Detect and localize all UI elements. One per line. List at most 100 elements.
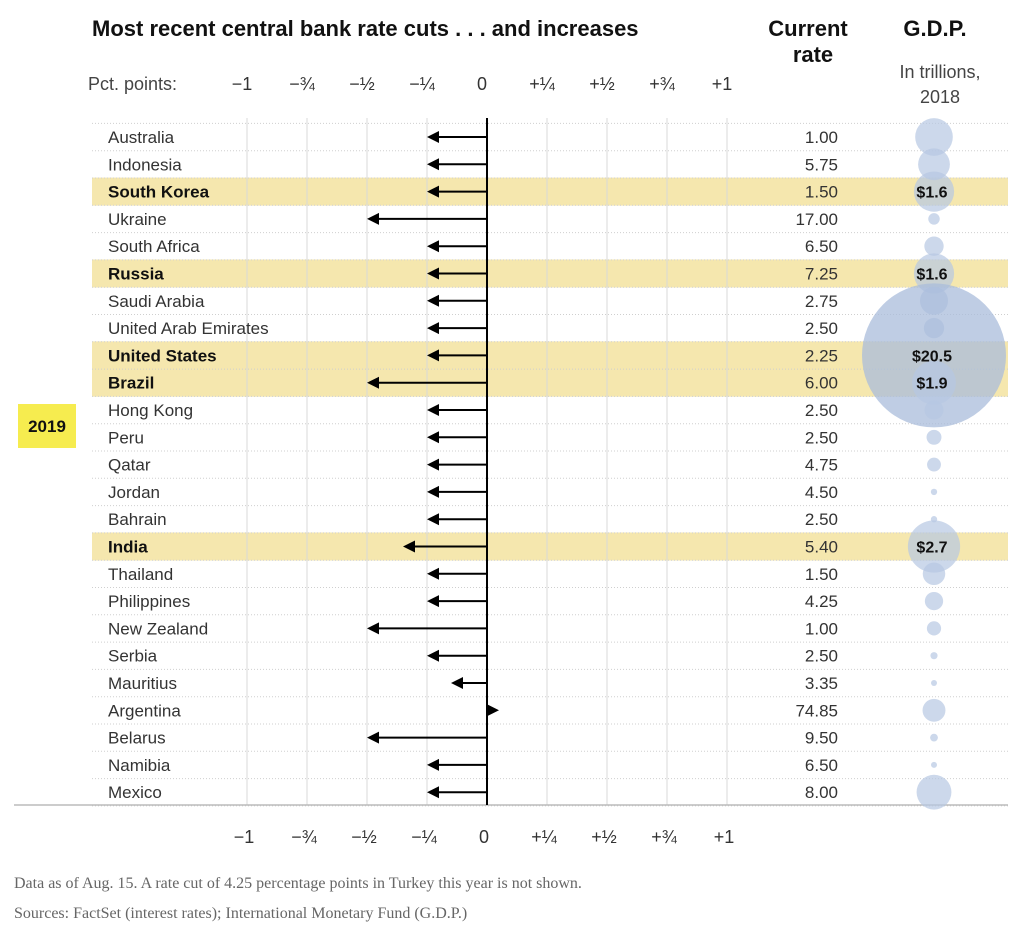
country-label: South Africa <box>108 237 200 256</box>
current-rate: 6.00 <box>805 374 838 393</box>
country-label: India <box>108 538 148 557</box>
rate-arrow-head <box>427 786 439 799</box>
rate-arrow-head <box>427 595 439 608</box>
current-rate: 2.50 <box>805 428 838 447</box>
current-rate: 8.00 <box>805 783 838 802</box>
highlight-band <box>92 532 1008 561</box>
current-rate: 2.75 <box>805 292 838 311</box>
top-tick-label: +1 <box>712 74 733 94</box>
gdp-bubble <box>922 562 946 586</box>
rate-arrow-head <box>403 540 415 553</box>
country-label: United Arab Emirates <box>108 319 269 338</box>
current-rate: 7.25 <box>805 265 838 284</box>
bottom-tick-label: +¼ <box>531 827 558 847</box>
country-label: Bahrain <box>108 510 167 529</box>
current-rate: 1.50 <box>805 565 838 584</box>
gdp-bubble <box>930 733 938 742</box>
gdp-header: G.D.P. <box>903 16 966 41</box>
rate-arrow-head <box>427 267 439 280</box>
gdp-value-label: $20.5 <box>912 348 952 365</box>
bottom-tick-label: −½ <box>351 827 377 847</box>
rate-arrow-head <box>487 704 499 717</box>
current-rate: 2.50 <box>805 319 838 338</box>
country-label: New Zealand <box>108 619 208 638</box>
rate-arrow-head <box>427 349 439 362</box>
rate-arrow-head <box>427 431 439 444</box>
country-label: Serbia <box>108 647 158 666</box>
rate-arrow-head <box>427 240 439 253</box>
country-label: Peru <box>108 428 144 447</box>
gdp-bubble <box>907 520 961 573</box>
country-label: Saudi Arabia <box>108 292 205 311</box>
country-label: Russia <box>108 265 164 284</box>
top-tick-label: +¾ <box>649 74 676 94</box>
gdp-bubble <box>916 774 952 810</box>
gdp-bubble <box>926 621 942 636</box>
rate-arrow-head <box>427 649 439 662</box>
top-tick-label: −¾ <box>289 74 316 94</box>
rate-arrow-head <box>427 185 439 198</box>
gdp-bubbles <box>862 118 1006 810</box>
current-rate: 6.50 <box>805 237 838 256</box>
country-label: Namibia <box>108 756 171 775</box>
gdp-bubble <box>931 680 937 686</box>
gdp-value-label: $2.7 <box>916 540 947 557</box>
top-tick-label: −½ <box>349 74 375 94</box>
rate-arrow-head <box>427 294 439 307</box>
current-rate: 4.75 <box>805 456 838 475</box>
country-label: Argentina <box>108 701 181 720</box>
bottom-tick-labels: −1 −¾ −½ −¼ 0 +¼ +½ +¾ +1 <box>234 827 735 847</box>
gdp-bubble <box>928 213 940 225</box>
current-rate: 3.35 <box>805 674 838 693</box>
gdp-subheader-line1: In trillions, <box>899 62 980 82</box>
country-label: Ukraine <box>108 210 167 229</box>
rate-arrow-head <box>367 376 379 389</box>
rate-change-arrows <box>367 131 499 799</box>
gdp-bubble <box>862 283 1006 428</box>
gdp-bubble <box>913 171 955 212</box>
current-rate: 2.25 <box>805 346 838 365</box>
rate-header-line1: Current <box>768 16 848 41</box>
country-label: Indonesia <box>108 155 182 174</box>
axis-prefix: Pct. points: <box>88 74 177 94</box>
rate-arrow-head <box>427 485 439 498</box>
country-label: Brazil <box>108 374 154 393</box>
gridlines <box>14 118 1008 807</box>
year-badge <box>18 404 76 448</box>
bottom-tick-label: −¾ <box>291 827 318 847</box>
rate-arrow-head <box>367 212 379 225</box>
country-label: Hong Kong <box>108 401 193 420</box>
highlight-band <box>92 259 1008 288</box>
rate-arrow-head <box>427 458 439 471</box>
bottom-tick-label: −¼ <box>411 827 438 847</box>
country-label: Mauritius <box>108 674 177 693</box>
current-rate: 5.40 <box>805 538 838 557</box>
bottom-tick-label: +½ <box>591 827 617 847</box>
country-label: South Korea <box>108 183 210 202</box>
rate-arrow-head <box>427 567 439 580</box>
rate-arrow-head <box>427 513 439 526</box>
rate-header-line2: rate <box>793 42 833 67</box>
gdp-bubble <box>924 400 944 420</box>
gdp-bubble <box>912 360 956 405</box>
current-rate: 17.00 <box>795 210 838 229</box>
rate-arrow-head <box>367 622 379 635</box>
country-label: Philippines <box>108 592 190 611</box>
gdp-bubble <box>915 118 953 156</box>
country-label: Australia <box>108 128 175 147</box>
rate-arrow-head <box>427 158 439 171</box>
current-rate: 4.50 <box>805 483 838 502</box>
footnote: Data as of Aug. 15. A rate cut of 4.25 p… <box>14 875 582 892</box>
top-tick-label: +½ <box>589 74 615 94</box>
highlight-band <box>92 341 1008 370</box>
gdp-bubble <box>931 761 937 768</box>
country-label: United States <box>108 346 217 365</box>
highlight-bands <box>92 177 1008 561</box>
country-label: Belarus <box>108 729 166 748</box>
rate-arrow-head <box>427 131 439 143</box>
year-label: 2019 <box>28 417 66 436</box>
top-tick-label: 0 <box>477 74 487 94</box>
current-rate: 2.50 <box>805 510 838 529</box>
gdp-value-label: $1.6 <box>916 267 947 284</box>
